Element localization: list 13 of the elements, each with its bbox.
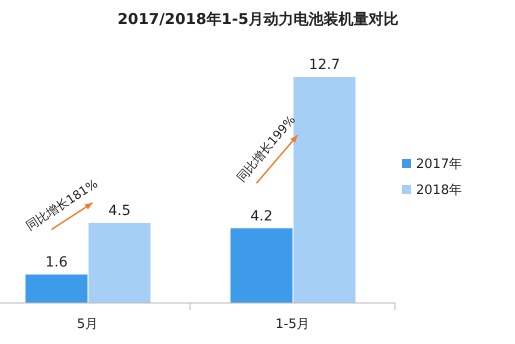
bar — [26, 274, 88, 303]
data-label: 1.6 — [45, 254, 68, 271]
data-label: 4.5 — [108, 202, 131, 219]
chart-title: 2017/2018年1-5月动力电池装机量对比 — [117, 10, 399, 28]
legend-label: 2017年 — [416, 157, 462, 172]
bar — [294, 77, 356, 303]
legend-label: 2018年 — [416, 183, 462, 198]
x-tick-label: 1-5月 — [275, 317, 310, 332]
data-label: 12.7 — [308, 57, 340, 73]
x-tick-label: 5月 — [76, 317, 98, 332]
bar — [230, 228, 292, 303]
bar — [88, 222, 150, 303]
data-label: 4.2 — [250, 208, 273, 224]
